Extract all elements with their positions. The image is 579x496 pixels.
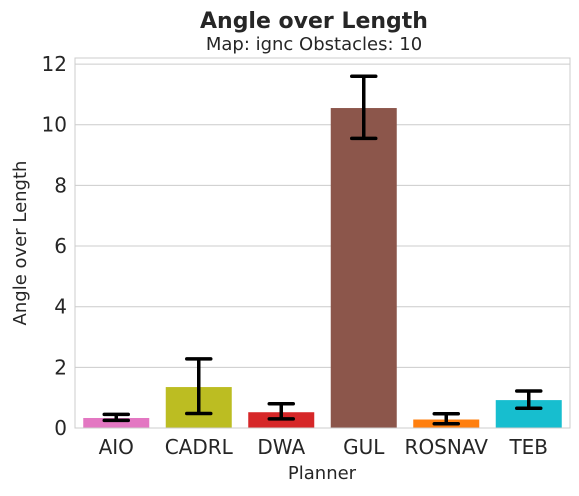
x-tick-label: DWA	[257, 435, 305, 459]
x-tick-labels: AIO CADRL DWA GUL ROSNAV TEB	[99, 435, 548, 459]
grid-lines	[75, 63, 570, 429]
bar	[83, 417, 150, 428]
y-tick-label: 0	[54, 416, 67, 440]
x-tick-label: TEB	[508, 435, 548, 459]
x-tick-label: CADRL	[165, 435, 234, 459]
x-axis-label: Planner	[288, 463, 357, 484]
y-tick-label: 8	[54, 173, 67, 197]
chart-subtitle: Map: ignc Obstacles: 10	[206, 34, 422, 55]
bars	[83, 108, 562, 428]
y-tick-label: 12	[42, 52, 67, 76]
y-tick-label: 4	[54, 295, 67, 319]
y-tick-label: 10	[42, 113, 67, 137]
chart-title: Angle over Length	[200, 9, 428, 34]
error-bars	[102, 74, 543, 426]
y-tick-labels: 0 2 4 6 8 10 12	[42, 52, 67, 440]
bar	[330, 108, 397, 428]
y-axis-label: Angle over Length	[10, 161, 31, 326]
plot-background	[75, 58, 570, 428]
plot-frame	[74, 57, 571, 429]
y-tick-label: 6	[54, 234, 67, 258]
x-tick-label: ROSNAV	[405, 435, 489, 459]
x-tick-label: GUL	[343, 435, 385, 459]
x-tick-label: AIO	[99, 435, 134, 459]
y-tick-label: 2	[54, 355, 67, 379]
